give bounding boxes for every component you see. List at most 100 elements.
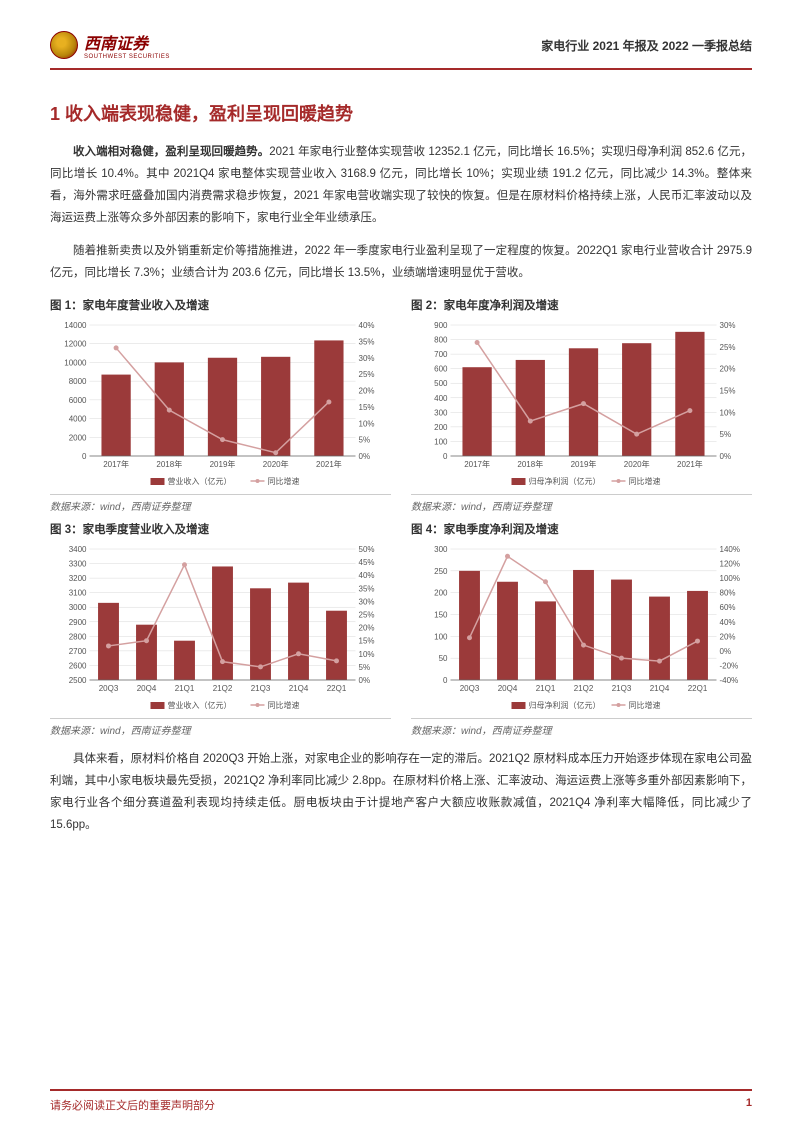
chart-2-title: 图 2：家电年度净利润及增速 xyxy=(411,297,752,313)
svg-text:21Q1: 21Q1 xyxy=(536,684,556,693)
svg-text:20%: 20% xyxy=(359,387,375,396)
svg-text:45%: 45% xyxy=(359,558,375,567)
svg-text:同比增速: 同比增速 xyxy=(268,700,300,710)
svg-text:2600: 2600 xyxy=(69,662,87,671)
svg-text:2021年: 2021年 xyxy=(316,459,342,469)
page-number: 1 xyxy=(746,1097,752,1113)
chart-3-source: 数据来源：wind，西南证券整理 xyxy=(50,718,391,737)
svg-text:25%: 25% xyxy=(720,343,736,352)
svg-text:22Q1: 22Q1 xyxy=(327,684,347,693)
para1-lead: 收入端相对稳健，盈利呈现回暖趋势。 xyxy=(73,146,269,158)
chart-3: 图 3：家电季度营业收入及增速 250026002700280029003000… xyxy=(50,521,391,737)
chart-4-title: 图 4：家电季度净利润及增速 xyxy=(411,521,752,537)
svg-text:0%: 0% xyxy=(720,452,732,461)
svg-text:20Q3: 20Q3 xyxy=(99,684,119,693)
svg-text:10%: 10% xyxy=(359,650,375,659)
svg-text:200: 200 xyxy=(434,589,448,598)
svg-text:2017年: 2017年 xyxy=(464,459,490,469)
svg-text:50%: 50% xyxy=(359,545,375,554)
svg-text:100%: 100% xyxy=(720,574,740,583)
svg-text:600: 600 xyxy=(434,365,448,374)
svg-text:700: 700 xyxy=(434,350,448,359)
svg-text:21Q1: 21Q1 xyxy=(175,684,195,693)
chart-3-title: 图 3：家电季度营业收入及增速 xyxy=(50,521,391,537)
svg-text:35%: 35% xyxy=(359,337,375,346)
chart-3-svg: 2500260027002800290030003100320033003400… xyxy=(50,541,391,716)
svg-text:同比增速: 同比增速 xyxy=(629,476,661,486)
chart-1-source: 数据来源：wind，西南证券整理 xyxy=(50,494,391,513)
svg-text:10%: 10% xyxy=(359,419,375,428)
svg-text:150: 150 xyxy=(434,611,448,620)
logo: 西南证券 SOUTHWEST SECURITIES xyxy=(50,30,170,60)
svg-text:400: 400 xyxy=(434,394,448,403)
svg-text:40%: 40% xyxy=(359,321,375,330)
svg-text:3400: 3400 xyxy=(69,545,87,554)
svg-text:0: 0 xyxy=(82,452,87,461)
svg-text:35%: 35% xyxy=(359,584,375,593)
chart-1-title: 图 1：家电年度营业收入及增速 xyxy=(50,297,391,313)
svg-text:5%: 5% xyxy=(359,663,371,672)
svg-text:15%: 15% xyxy=(359,403,375,412)
paragraph-2: 随着推新卖贵以及外销重新定价等措施推进，2022 年一季度家电行业盈利呈现了一定… xyxy=(50,241,752,285)
charts-grid: 图 1：家电年度营业收入及增速 020004000600080001000012… xyxy=(50,297,752,737)
svg-text:20%: 20% xyxy=(359,624,375,633)
svg-text:4000: 4000 xyxy=(69,415,87,424)
svg-text:300: 300 xyxy=(434,408,448,417)
svg-text:20%: 20% xyxy=(720,632,736,641)
svg-text:营业收入（亿元）: 营业收入（亿元） xyxy=(168,476,232,486)
paragraph-3: 具体来看，原材料价格自 2020Q3 开始上涨，对家电企业的影响存在一定的滞后。… xyxy=(50,749,752,836)
logo-subtext: SOUTHWEST SECURITIES xyxy=(84,54,170,60)
svg-text:5%: 5% xyxy=(359,436,371,445)
svg-text:归母净利润（亿元）: 归母净利润（亿元） xyxy=(529,700,601,710)
svg-text:140%: 140% xyxy=(720,545,740,554)
svg-text:40%: 40% xyxy=(720,618,736,627)
svg-text:6000: 6000 xyxy=(69,396,87,405)
svg-text:60%: 60% xyxy=(720,603,736,612)
svg-text:20Q4: 20Q4 xyxy=(137,684,157,693)
chart-2: 图 2：家电年度净利润及增速 0100200300400500600700800… xyxy=(411,297,752,513)
svg-text:50: 50 xyxy=(439,654,448,663)
svg-text:2900: 2900 xyxy=(69,618,87,627)
logo-text: 西南证券 xyxy=(84,30,170,54)
svg-text:25%: 25% xyxy=(359,611,375,620)
svg-text:0%: 0% xyxy=(359,452,371,461)
svg-text:21Q4: 21Q4 xyxy=(650,684,670,693)
svg-text:2017年: 2017年 xyxy=(103,459,129,469)
svg-text:22Q1: 22Q1 xyxy=(688,684,708,693)
svg-text:80%: 80% xyxy=(720,589,736,598)
svg-text:3300: 3300 xyxy=(69,560,87,569)
svg-text:20Q3: 20Q3 xyxy=(460,684,480,693)
svg-text:100: 100 xyxy=(434,632,448,641)
svg-text:0: 0 xyxy=(443,676,448,685)
svg-text:同比增速: 同比增速 xyxy=(268,476,300,486)
chart-4: 图 4：家电季度净利润及增速 050100150200250300-40%-20… xyxy=(411,521,752,737)
svg-text:900: 900 xyxy=(434,321,448,330)
svg-text:2019年: 2019年 xyxy=(571,459,597,469)
svg-text:归母净利润（亿元）: 归母净利润（亿元） xyxy=(529,476,601,486)
svg-text:5%: 5% xyxy=(720,430,732,439)
svg-text:20Q4: 20Q4 xyxy=(498,684,518,693)
svg-text:0: 0 xyxy=(443,452,448,461)
paragraph-1: 收入端相对稳健，盈利呈现回暖趋势。2021 年家电行业整体实现营收 12352.… xyxy=(50,142,752,229)
svg-text:0%: 0% xyxy=(720,647,732,656)
svg-text:10000: 10000 xyxy=(64,358,87,367)
svg-text:250: 250 xyxy=(434,567,448,576)
svg-text:100: 100 xyxy=(434,438,448,447)
svg-text:2018年: 2018年 xyxy=(156,459,182,469)
chart-1: 图 1：家电年度营业收入及增速 020004000600080001000012… xyxy=(50,297,391,513)
header-title: 家电行业 2021 年报及 2022 一季报总结 xyxy=(541,37,752,54)
svg-text:15%: 15% xyxy=(359,637,375,646)
svg-text:30%: 30% xyxy=(720,321,736,330)
svg-text:2020年: 2020年 xyxy=(263,459,289,469)
svg-text:3200: 3200 xyxy=(69,574,87,583)
svg-text:21Q4: 21Q4 xyxy=(289,684,309,693)
svg-text:2000: 2000 xyxy=(69,433,87,442)
svg-text:2018年: 2018年 xyxy=(517,459,543,469)
svg-text:40%: 40% xyxy=(359,571,375,580)
svg-text:15%: 15% xyxy=(720,387,736,396)
svg-text:14000: 14000 xyxy=(64,321,87,330)
svg-text:300: 300 xyxy=(434,545,448,554)
svg-text:-20%: -20% xyxy=(720,662,739,671)
svg-text:21Q3: 21Q3 xyxy=(251,684,271,693)
chart-2-svg: 01002003004005006007008009000%5%10%15%20… xyxy=(411,317,752,492)
